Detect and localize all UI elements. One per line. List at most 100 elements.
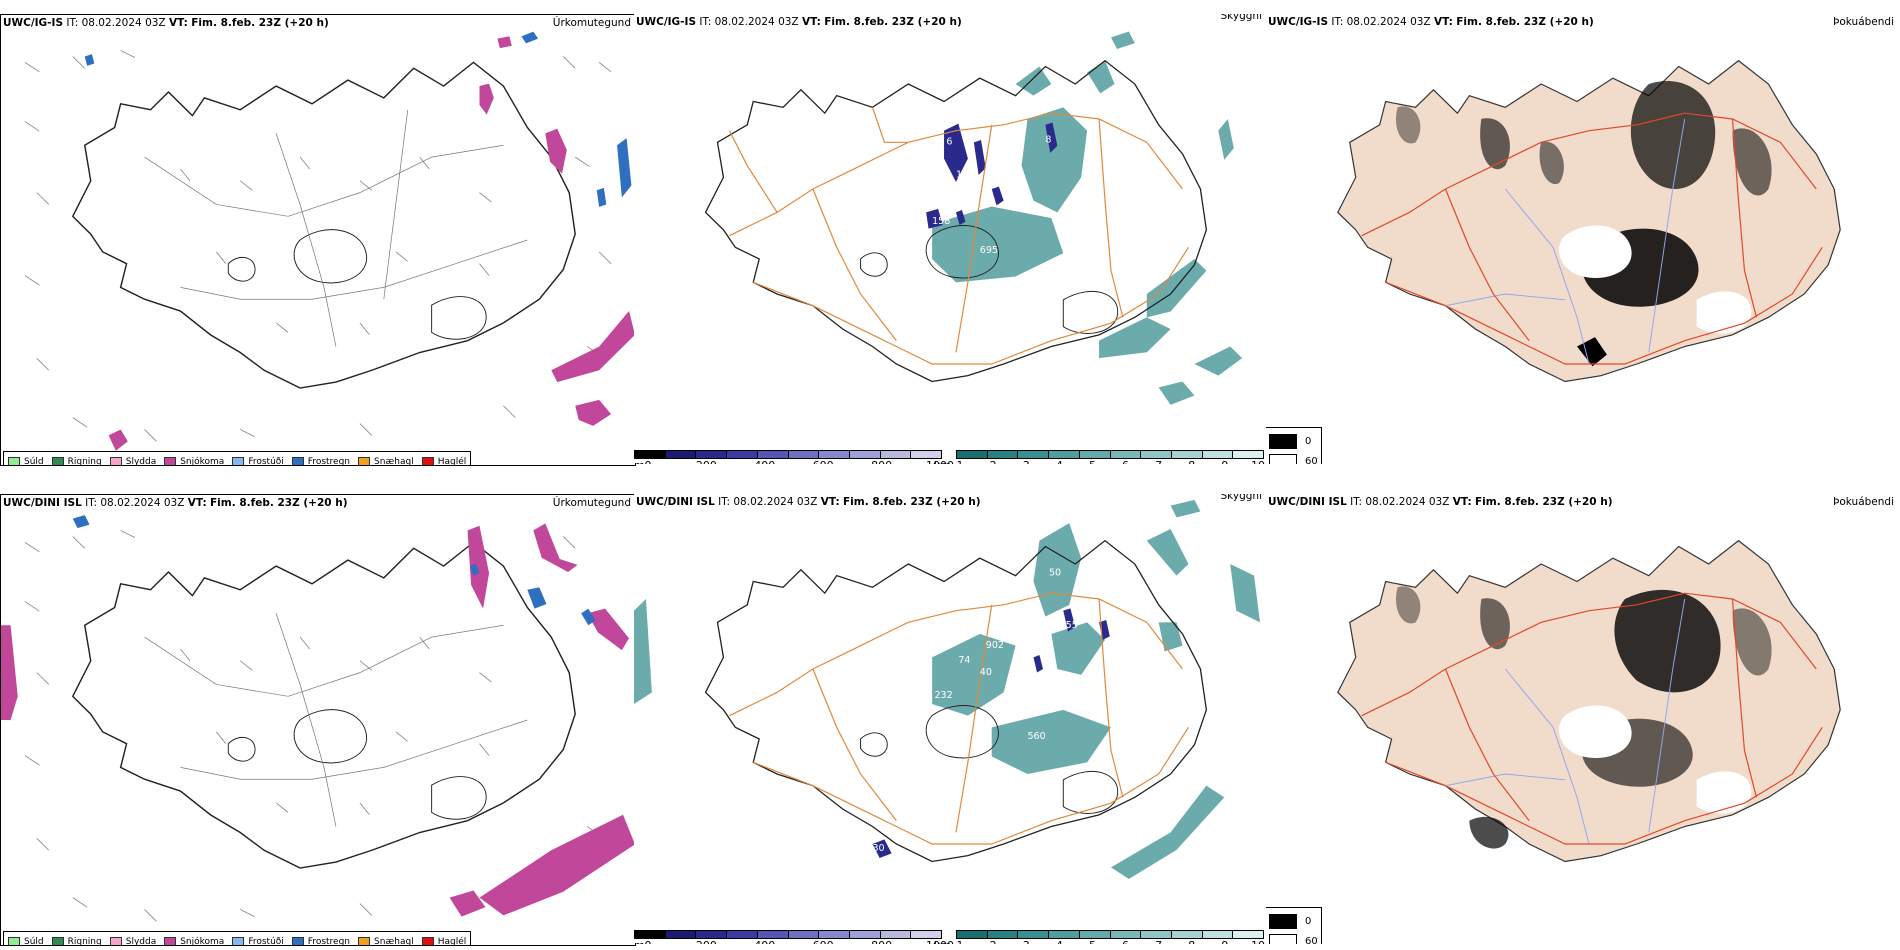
it-label: IT: [1350,496,1363,508]
colorbar-tick-label: 6 [1122,939,1129,944]
legend-swatch [358,456,371,465]
precip-legend-item: Rigning [51,456,102,465]
vt-label: VT: [820,496,840,508]
it-value: 08.02.2024 03Z [714,16,799,28]
legend-swatch [291,936,304,945]
value-label: 83 [1082,228,1094,239]
colorbar-swatch [849,451,881,458]
legend-swatch [1269,434,1297,449]
precip-map-2 [1,515,635,922]
precip-legend-item: Haglél [421,936,466,945]
model-name: UWC/IG-IS [636,16,697,28]
precip-type-legend: Súld Rigning Slydda Snjókoma Frostúði Frostre… [3,451,472,466]
colorbar-swatch [957,931,988,938]
model-name: UWC/DINI ISL [3,497,82,509]
value-label: 158 [932,216,950,227]
colorbar-swatch [880,451,912,458]
legend-label: Snjókoma [180,937,225,946]
fog-rivers [1445,598,1686,845]
legend-label: Haglél [437,457,467,466]
model-name: UWC/IG-IS [3,17,64,29]
it-label: IT: [1331,16,1344,28]
colorbar-swatch [1079,451,1111,458]
colorbar-swatches [956,930,1264,939]
fog-panel-2: UWC/DINI ISL IT: 08.02.2024 03Z VT: Fim.… [1266,494,1900,944]
cloud-vis-panel-1: 6 154 8 86 158 695 83 20 UWC/IG-IS IT: 0… [634,14,1266,464]
legend-swatch [291,456,304,465]
precip-legend-item: Súld [8,456,44,465]
colorbar-unit: km [934,939,951,944]
legend-swatch [232,936,245,945]
it-value: 08.02.2024 03Z [1346,16,1431,28]
colorbar-tick-label: 9 [1221,459,1228,464]
value-label: 50 [1049,568,1061,579]
colorbar-tick-label: 2 [990,459,997,464]
colorbar-tick-label: 1 [957,459,964,464]
colorbar-swatches [956,450,1264,459]
it-label: IT: [66,17,79,29]
legend-label: Slydda [125,457,157,466]
fog-legend-item: 0 [1269,434,1311,449]
precip-type-panel-1: UWC/IG-IS IT: 08.02.2024 03Z VT: Fim. 8.… [0,14,636,466]
it-label: IT: [85,497,98,509]
legend-label: Frostúði [248,457,284,466]
colorbar-swatch [635,451,666,458]
panel-title: Þokuábendi [1833,496,1894,508]
colorbar-tick-label: 400 [754,459,775,464]
value-label: 55 [1066,620,1078,631]
it-label: IT: [718,496,731,508]
colorbar-tick-label: 200 [696,939,717,944]
legend-label: Frostregn [307,457,351,466]
colorbar-tick-label: 8 [1188,459,1195,464]
colorbar-tick-label: 400 [754,939,775,944]
fog-legend: 0 60 [1266,907,1322,944]
legend-swatch [8,456,20,465]
colorbar-tick-label: 600 [813,459,834,464]
vt-label: VT: [801,16,821,28]
legend-label: Snjókoma [180,457,225,466]
value-label: 154 [956,169,974,180]
colorbar-tick-label: 3 [1023,459,1030,464]
legend-label: Súld [24,937,44,946]
visibility-colorbar: km 1 2 3 4 5 6 7 8 9 10 [934,930,1266,944]
colorbar-tick-label: 6 [1122,459,1129,464]
fog-panel-1: UWC/IG-IS IT: 08.02.2024 03Z VT: Fim. 8.… [1266,14,1900,464]
colorbar-tick-label: 2 [990,939,997,944]
value-label: 30 [872,843,884,854]
colorbar-swatch [1049,451,1080,458]
fog-roads [1361,112,1823,365]
colorbar-swatches [634,930,942,939]
colorbar-swatch [1233,451,1264,458]
fog-legend-item: 60 [1269,454,1318,464]
colorbar-swatch [1018,451,1050,458]
precip-legend-item: Slydda [109,456,157,466]
panel-header: UWC/DINI ISL IT: 08.02.2024 03Z VT: Fim.… [1268,496,1613,508]
value-label: 560 [1028,731,1046,742]
colorbar-swatch [849,931,881,938]
legend-swatch [51,936,64,945]
legend-swatch [421,936,434,945]
road-network [728,107,1189,365]
colorbar-swatch [1018,931,1050,938]
colorbar-tick-label: 4 [1056,459,1063,464]
colorbar-swatch [987,451,1019,458]
precip-legend-item: Snjókoma [164,456,225,466]
colorbar-swatch [727,931,758,938]
fog-roads [1361,592,1823,845]
colorbar-tick-label: 10 [1251,939,1265,944]
panel-title: Úrkomutegund [552,497,631,509]
legend-label: 0 [1305,916,1312,927]
colorbar-swatch [665,451,697,458]
precip-areas [84,31,635,451]
legend-label: Frostúði [248,937,284,946]
colorbar-ticks: 1 2 3 4 5 6 7 8 9 10 [956,939,1266,944]
wind-barbs [24,530,602,922]
vt-label: VT: [187,497,207,509]
colorbar-swatch [727,451,758,458]
vt-value: Fim. 8.feb. 23Z (+20 h) [210,497,348,509]
colorbar-unit: m [634,939,645,944]
wind-barbs [24,50,612,442]
legend-swatch [1269,914,1297,929]
it-value: 08.02.2024 03Z [1365,496,1450,508]
colorbar-swatch [1110,451,1142,458]
